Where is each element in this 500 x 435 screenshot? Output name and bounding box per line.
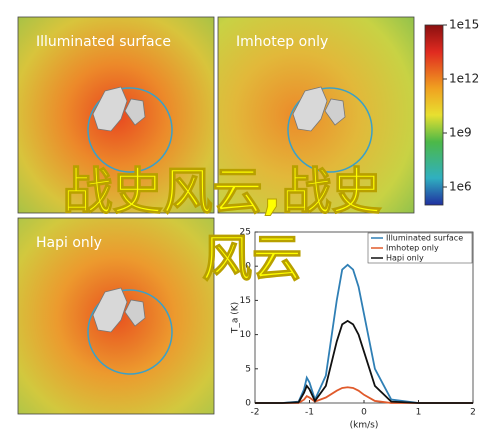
colorbar-label: 1e6	[449, 180, 472, 194]
colorbar: 1e15 1e12 1e9 1e6	[424, 18, 479, 206]
orbit-circle	[87, 87, 173, 173]
comet-nucleus	[292, 86, 328, 132]
orbit-circle	[287, 87, 373, 173]
series-line	[255, 319, 473, 404]
legend-label: Imhotep only	[386, 244, 439, 253]
legend-label: Hapi only	[386, 254, 424, 263]
overlay-text: 风云	[202, 230, 302, 288]
x-tick-label: 2	[470, 408, 476, 418]
y-tick-label: 0	[245, 399, 251, 409]
colorbar-label: 1e15	[449, 18, 479, 32]
panel-title: Imhotep only	[236, 34, 328, 50]
y-tick-label: 10	[240, 330, 252, 340]
legend-label: Illuminated surface	[386, 234, 463, 243]
comet-nucleus	[324, 98, 346, 126]
x-tick-label: -1	[305, 408, 314, 418]
panel-title: Illuminated surface	[36, 34, 171, 50]
overlay-text: 战史风云,战史	[63, 163, 382, 221]
x-tick-label: -2	[251, 408, 260, 418]
comet-nucleus	[124, 299, 146, 327]
y-tick-label: 5	[245, 364, 251, 374]
panel-title: Hapi only	[36, 235, 102, 251]
comet-nucleus	[92, 86, 128, 132]
comet-nucleus	[92, 287, 128, 333]
colorbar-label: 1e12	[449, 72, 479, 86]
panels: Illuminated surface Imhotep only Hapi only	[17, 16, 415, 415]
y-tick-label: 20	[240, 262, 252, 272]
x-tick-label: 0	[361, 408, 367, 418]
colorbar-gradient	[424, 24, 444, 206]
x-tick-label: 1	[416, 408, 422, 418]
series-line	[255, 386, 473, 404]
colorbar-label: 1e9	[449, 126, 472, 140]
y-tick-label: 15	[240, 296, 251, 306]
y-axis-label: T_a (K)	[231, 302, 241, 334]
x-axis-label: (km/s)	[350, 421, 379, 431]
orbit-circle	[87, 289, 173, 375]
comet-nucleus	[124, 98, 146, 126]
legend-box	[367, 232, 473, 264]
y-tick-label: 25	[240, 228, 251, 238]
series-line	[255, 263, 473, 404]
